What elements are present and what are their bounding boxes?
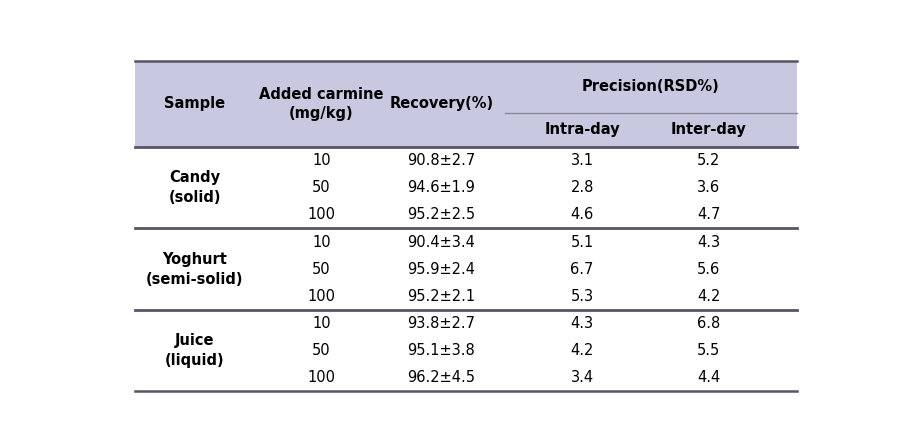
Text: 3.6: 3.6 xyxy=(697,180,721,195)
Text: 10: 10 xyxy=(312,316,331,331)
Text: 4.7: 4.7 xyxy=(697,207,721,223)
Text: 94.6±1.9: 94.6±1.9 xyxy=(407,180,475,195)
Text: 5.2: 5.2 xyxy=(697,153,721,168)
Text: 5.5: 5.5 xyxy=(697,343,721,358)
Text: Inter-day: Inter-day xyxy=(671,123,747,137)
Text: 3.1: 3.1 xyxy=(571,153,594,168)
Text: 4.3: 4.3 xyxy=(697,234,721,250)
Text: Juice
(liquid): Juice (liquid) xyxy=(165,333,225,368)
Text: Precision(RSD%): Precision(RSD%) xyxy=(582,79,720,94)
Text: 95.2±2.1: 95.2±2.1 xyxy=(407,289,475,304)
Text: Sample: Sample xyxy=(165,96,225,112)
Text: 5.6: 5.6 xyxy=(697,262,721,276)
Text: Candy
(solid): Candy (solid) xyxy=(168,170,221,205)
Text: 4.2: 4.2 xyxy=(571,343,594,358)
Text: 5.1: 5.1 xyxy=(571,234,594,250)
Text: 4.3: 4.3 xyxy=(571,316,594,331)
Text: Yoghurt
(semi-solid): Yoghurt (semi-solid) xyxy=(145,252,244,287)
Text: 10: 10 xyxy=(312,234,331,250)
Text: 3.4: 3.4 xyxy=(571,370,594,385)
Text: 90.4±3.4: 90.4±3.4 xyxy=(407,234,475,250)
Bar xyxy=(135,61,797,147)
Text: 95.9±2.4: 95.9±2.4 xyxy=(407,262,475,276)
Text: 96.2±4.5: 96.2±4.5 xyxy=(407,370,475,385)
Text: 93.8±2.7: 93.8±2.7 xyxy=(407,316,475,331)
Text: 50: 50 xyxy=(312,343,331,358)
Text: 95.1±3.8: 95.1±3.8 xyxy=(407,343,475,358)
Text: 100: 100 xyxy=(307,289,335,304)
Text: 5.3: 5.3 xyxy=(571,289,594,304)
Text: 4.6: 4.6 xyxy=(571,207,594,223)
Text: 6.8: 6.8 xyxy=(697,316,721,331)
Text: 100: 100 xyxy=(307,370,335,385)
Text: 90.8±2.7: 90.8±2.7 xyxy=(407,153,475,168)
Text: 4.4: 4.4 xyxy=(697,370,721,385)
Text: Intra-day: Intra-day xyxy=(544,123,620,137)
Text: 10: 10 xyxy=(312,153,331,168)
Text: 4.2: 4.2 xyxy=(697,289,721,304)
Text: 50: 50 xyxy=(312,262,331,276)
Text: Added carmine
(mg/kg): Added carmine (mg/kg) xyxy=(259,86,384,121)
Text: 95.2±2.5: 95.2±2.5 xyxy=(407,207,475,223)
Text: Recovery(%): Recovery(%) xyxy=(389,96,494,112)
Text: 100: 100 xyxy=(307,207,335,223)
Text: 50: 50 xyxy=(312,180,331,195)
Text: 2.8: 2.8 xyxy=(571,180,594,195)
Text: 6.7: 6.7 xyxy=(571,262,594,276)
